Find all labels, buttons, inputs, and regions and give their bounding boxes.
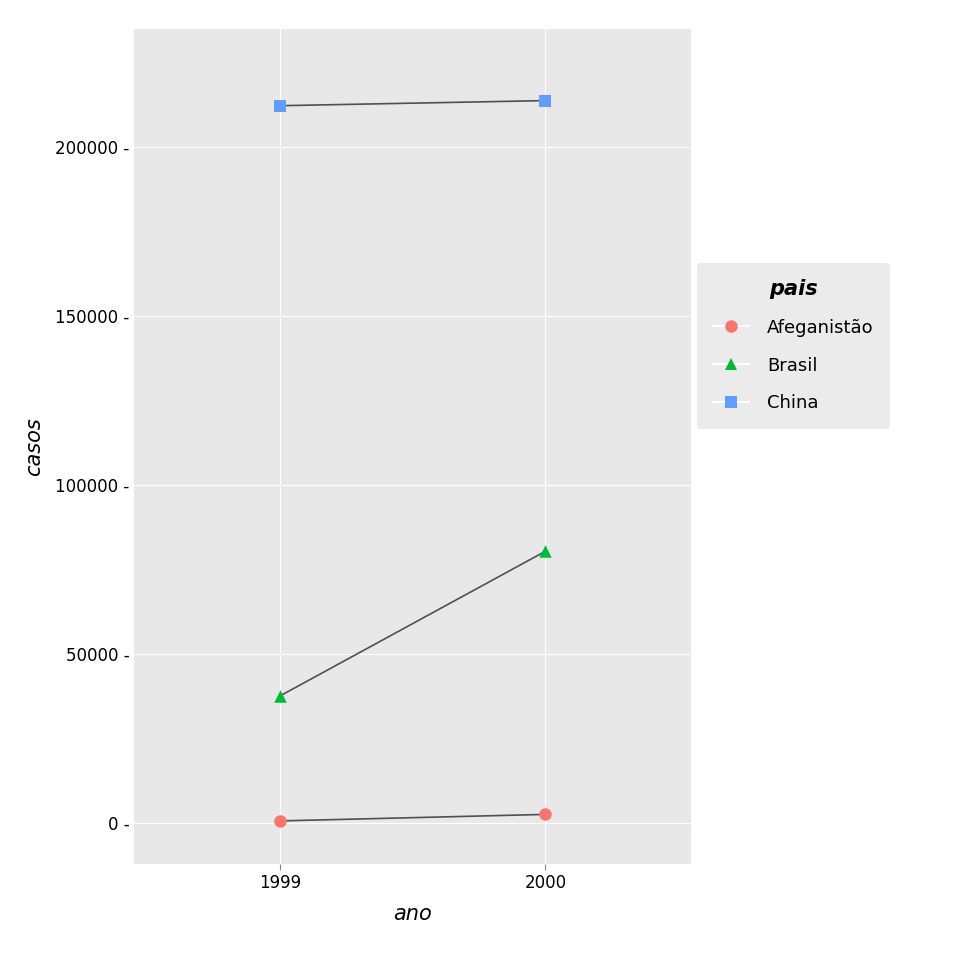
X-axis label: ano: ano: [394, 903, 432, 924]
Point: [273, 813, 288, 828]
Y-axis label: casos: casos: [24, 417, 44, 476]
Point: [538, 806, 553, 822]
Point: [273, 98, 288, 113]
Point: [273, 688, 288, 704]
Point: [538, 93, 553, 108]
Legend: Afeganistão, Brasil, China: Afeganistão, Brasil, China: [697, 263, 890, 429]
Point: [538, 543, 553, 559]
